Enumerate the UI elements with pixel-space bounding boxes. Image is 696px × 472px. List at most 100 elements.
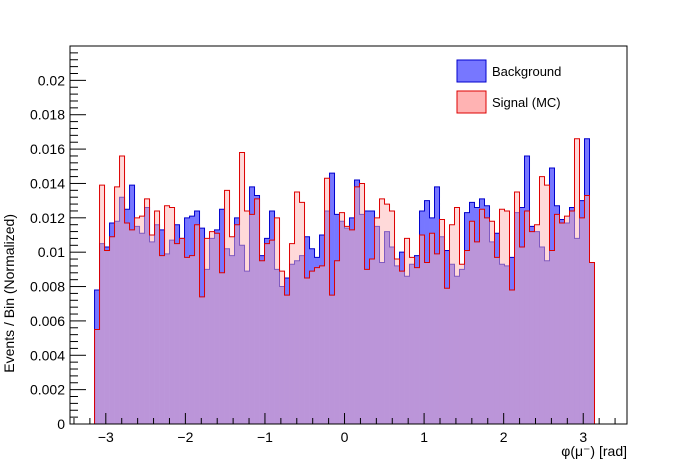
bar-signal-mc-48	[334, 260, 340, 424]
y-tick-label: 0.018	[30, 107, 65, 123]
y-tick-label: 0.002	[30, 382, 65, 398]
bar-signal-mc-66	[424, 262, 430, 424]
bar-signal-mc-25	[219, 272, 225, 424]
bar-signal-mc-51	[349, 229, 355, 424]
bar-signal-mc-34	[264, 243, 270, 424]
bar-signal-mc-24	[214, 233, 220, 424]
bar-signal-mc-37	[279, 271, 285, 424]
bar-signal-mc-57	[379, 198, 385, 424]
bar-signal-mc-62	[404, 238, 410, 424]
bar-signal-mc-9	[139, 216, 145, 424]
y-tick-label: 0.016	[30, 141, 65, 157]
bar-signal-mc-63	[409, 257, 415, 424]
bar-signal-mc-47	[329, 295, 335, 424]
bar-signal-mc-12	[154, 210, 160, 424]
bar-signal-mc-54	[364, 269, 370, 424]
bar-signal-mc-61	[399, 271, 405, 424]
bar-signal-mc-1	[99, 185, 105, 424]
bar-signal-mc-27	[229, 236, 235, 424]
bar-signal-mc-35	[269, 240, 275, 424]
bar-signal-mc-69	[439, 219, 445, 424]
bar-signal-mc-3	[109, 236, 115, 424]
bar-signal-mc-5	[119, 155, 125, 425]
bar-signal-mc-8	[134, 217, 140, 424]
bar-signal-mc-59	[389, 210, 395, 424]
bar-signal-mc-92	[554, 214, 560, 424]
x-tick-label: −2	[177, 429, 193, 445]
bar-signal-mc-11	[149, 235, 155, 424]
legend-swatch-signal	[456, 90, 487, 114]
x-tick-label: −1	[257, 429, 273, 445]
bar-signal-mc-14	[164, 205, 170, 424]
legend-swatch-background	[456, 59, 487, 83]
bar-signal-mc-19	[189, 255, 195, 424]
bar-signal-mc-93	[559, 222, 565, 424]
bar-signal-mc-38	[284, 295, 290, 424]
bar-signal-mc-33	[259, 260, 265, 424]
bar-signal-mc-45	[319, 265, 325, 424]
bar-signal-mc-23	[209, 231, 215, 424]
bar-signal-mc-40	[294, 192, 300, 424]
bar-signal-mc-31	[249, 214, 255, 424]
bar-signal-mc-99	[589, 262, 595, 424]
bar-signal-mc-76	[474, 241, 480, 424]
bar-signal-mc-64	[414, 267, 420, 424]
bar-signal-mc-6	[124, 222, 130, 424]
bar-signal-mc-90	[544, 185, 550, 424]
bar-signal-mc-97	[579, 217, 585, 424]
bar-signal-mc-21	[199, 296, 205, 424]
bar-signal-mc-94	[564, 216, 570, 424]
bar-signal-mc-28	[234, 224, 240, 424]
bar-signal-mc-65	[419, 235, 425, 424]
bar-signal-mc-80	[494, 257, 500, 424]
y-tick-label: 0.02	[38, 72, 65, 88]
bar-signal-mc-46	[324, 178, 330, 424]
axes: −3 −2 −1 0 1 2 3 0 0.002 0.004 0.006 0.008 0.01 0.012…	[30, 52, 616, 445]
bar-signal-mc-68	[434, 253, 440, 424]
bar-signal-mc-77	[479, 209, 485, 424]
bar-signal-mc-75	[469, 221, 475, 424]
bar-signal-mc-67	[429, 233, 435, 424]
outline-signal-mc	[94, 138, 596, 424]
y-tick-label: 0.008	[30, 279, 65, 295]
bar-signal-mc-17	[179, 238, 185, 424]
bar-signal-mc-83	[509, 289, 515, 424]
bar-signal-mc-32	[254, 198, 260, 424]
bar-signal-mc-91	[549, 250, 555, 424]
bar-signal-mc-18	[184, 257, 190, 424]
y-tick-label: 0.004	[30, 347, 65, 363]
bar-signal-mc-52	[354, 186, 360, 424]
bar-signal-mc-89	[539, 176, 545, 424]
legend: Background Signal (MC)	[456, 59, 561, 114]
x-tick-label: 0	[341, 429, 349, 445]
bar-signal-mc-20	[194, 224, 200, 424]
bar-signal-mc-15	[169, 207, 175, 424]
bar-signal-mc-73	[459, 264, 465, 424]
series-signal-mc	[94, 138, 596, 425]
bar-signal-mc-7	[129, 229, 135, 424]
bar-signal-mc-41	[299, 202, 305, 424]
bar-signal-mc-36	[274, 217, 280, 424]
bar-signal-mc-86	[524, 210, 530, 424]
x-tick-label: 3	[579, 429, 587, 445]
x-tick-label: 2	[500, 429, 508, 445]
bar-signal-mc-13	[159, 255, 165, 424]
bar-signal-mc-87	[529, 231, 535, 424]
y-tick-label: 0	[57, 416, 65, 432]
bar-signal-mc-43	[309, 271, 315, 424]
bar-signal-mc-60	[394, 259, 400, 424]
bar-signal-mc-16	[174, 243, 180, 424]
bar-signal-mc-96	[574, 138, 580, 425]
bar-signal-mc-95	[569, 210, 575, 424]
bar-signal-mc-70	[444, 288, 450, 424]
y-tick-label: 0.014	[30, 175, 65, 191]
bar-signal-mc-81	[499, 209, 505, 424]
y-tick-label: 0.01	[38, 244, 65, 260]
bar-signal-mc-30	[244, 210, 250, 424]
y-tick-label: 0.006	[30, 313, 65, 329]
bar-signal-mc-29	[239, 152, 245, 424]
bar-signal-mc-26	[224, 190, 230, 424]
legend-label-background: Background	[492, 64, 561, 79]
legend-label-signal: Signal (MC)	[492, 95, 561, 110]
